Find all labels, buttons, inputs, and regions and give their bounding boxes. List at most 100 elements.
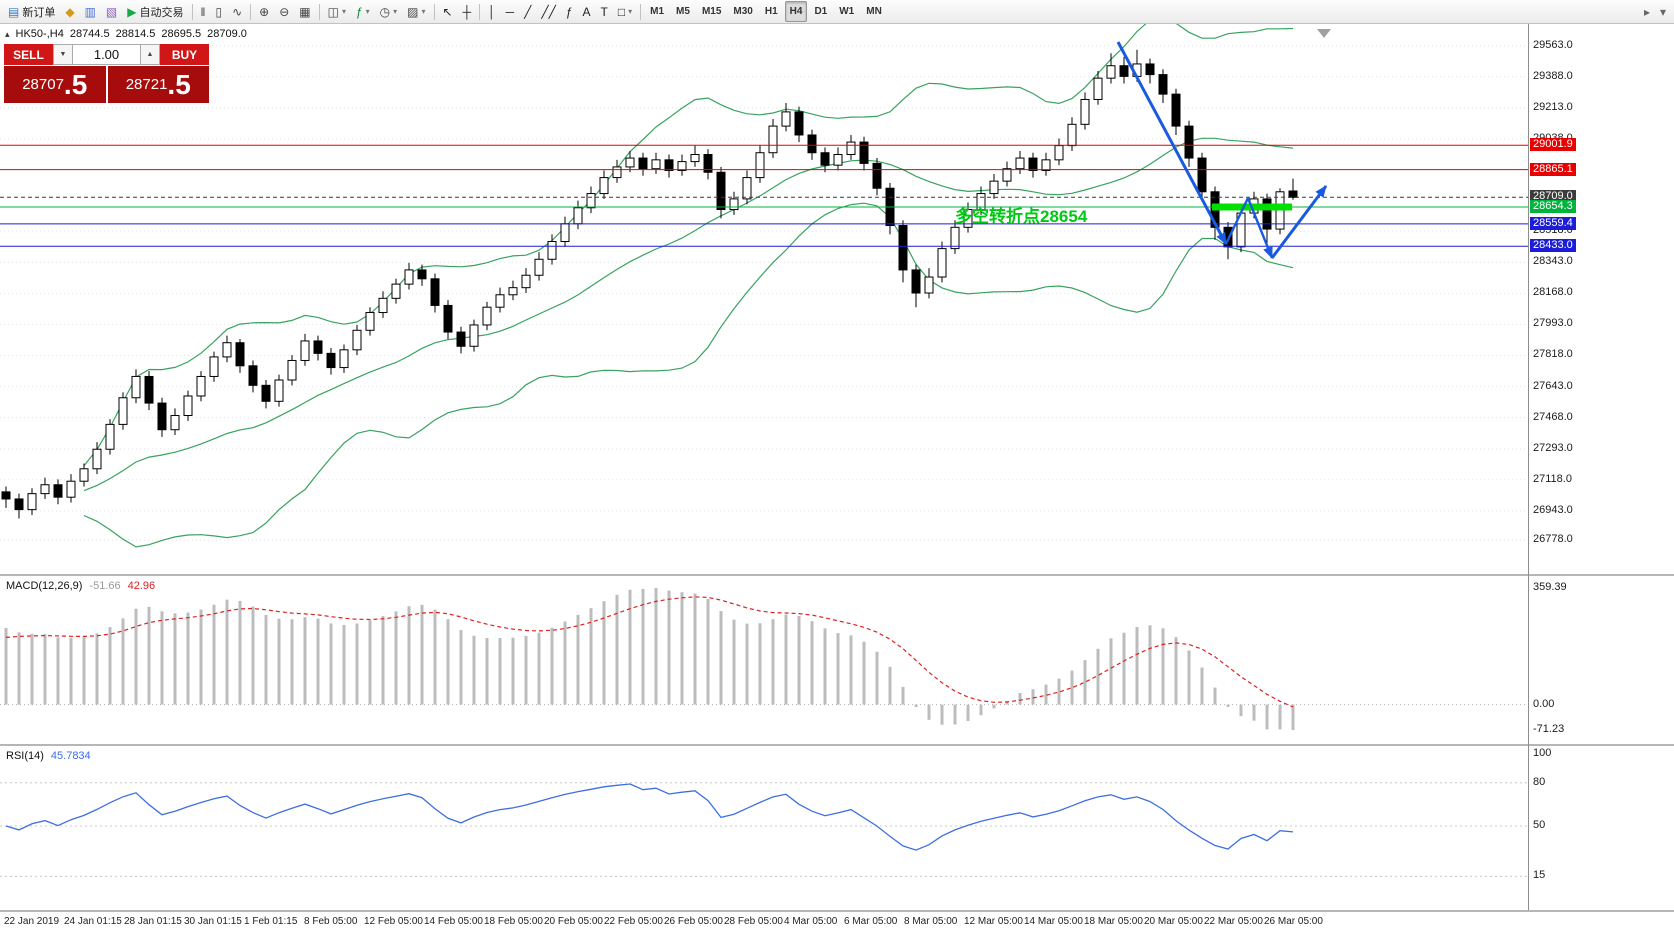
vertical-line-button[interactable]: │ [484,1,500,22]
navigator-button[interactable]: ▧ [102,1,121,22]
timeframe-m30-button[interactable]: M30 [733,6,753,17]
tile-windows-button[interactable]: ▦ [295,1,314,22]
ohlc-high: 28814.5 [115,28,156,40]
toolbar: ▤ 新订单 ◆ ▥ ▧ ▶ 自动交易 ‖ ▯ ∿ ⊕ ⊖ ▦ ◫ ▾ ƒ ▾ ◷ ▾ ▨ ▾ ↖ ┼ │ ─ ╱ ╱╱ ƒ A T □ ▾ M1… [0,0,1674,24]
price-axis-label: 27643.0 [1533,379,1573,392]
label-button[interactable]: T [597,1,612,22]
timeframe-m5-button[interactable]: M5 [676,6,690,17]
price-tag: 28433.0 [1530,239,1576,253]
rsi-panel-canvas[interactable] [0,746,1528,910]
autotrading-button[interactable]: ▶ 自动交易 [127,4,184,19]
sell-button[interactable]: SELL [4,44,53,65]
time-axis-label: 22 Mar 05:00 [1204,916,1263,927]
tile-windows-icon: ▦ [299,4,311,19]
rsi-line [5,783,1294,851]
bar-chart-button[interactable]: ‖ [197,1,210,22]
zoom-out-button[interactable]: ⊖ [275,1,293,22]
panel-separator[interactable] [0,574,1674,576]
shapes-button[interactable]: □ ▾ [614,1,636,22]
time-axis-label: 18 Mar 05:00 [1084,916,1143,927]
candlestick-chart-button[interactable]: ▯ [211,1,226,22]
zoom-in-button[interactable]: ⊕ [255,1,273,22]
bollinger-upper-band [83,24,1294,467]
spinner-up-icon: ▲ [146,51,154,58]
panel-separator[interactable] [0,910,1674,912]
volume-decrease-button[interactable]: ▼ [53,44,73,65]
auto-arrange-button[interactable]: ◫ ▾ [324,1,350,22]
macd-axis: 359.39 0.00 -71.23 [1529,576,1674,744]
rsi-axis-label: 50 [1533,819,1546,831]
trend-arrow[interactable] [1116,41,1228,245]
market-watch-button[interactable]: ◆ [61,1,78,22]
trend-arrow[interactable] [1246,197,1274,259]
chart-shift-marker[interactable] [1317,29,1331,38]
panel-separator[interactable] [0,744,1674,746]
timeframe-h1-button[interactable]: H1 [764,6,778,17]
macd-axis-label: -71.23 [1533,723,1565,735]
time-axis-label: 28 Feb 05:00 [724,916,783,927]
macd-histogram [4,588,1295,730]
line-chart-button[interactable]: ∿ [228,1,246,22]
indicators-button[interactable]: ƒ ▾ [352,1,374,22]
main-chart-canvas[interactable]: 多空转折点28654 [0,24,1528,574]
cursor-button[interactable]: ↖ [439,1,457,22]
new-order-button[interactable]: ▤ 新订单 [8,4,56,19]
time-axis-label: 26 Feb 05:00 [664,916,723,927]
toolbar-options-button[interactable]: ▾ [1656,1,1670,22]
axis-divider [1528,24,1529,910]
play-icon: ▶ [127,4,137,19]
rsi-value: 45.7834 [50,750,91,762]
crosshair-button[interactable]: ┼ [459,1,476,22]
caret-down-icon: ▾ [341,7,346,16]
price-axis-label: 27818.0 [1533,348,1573,361]
price-axis[interactable]: 29563.029388.029213.029038.028518.028343… [1529,24,1674,574]
time-axis-label: 20 Mar 05:00 [1144,916,1203,927]
volume-input[interactable]: 1.00 [73,44,140,65]
navigator-icon: ▧ [105,4,118,19]
periods-button[interactable]: ◷ ▾ [376,1,402,22]
vertical-line-icon: │ [488,4,496,19]
candlestick-icon: ▯ [215,4,223,19]
time-axis-label: 12 Mar 05:00 [964,916,1023,927]
channel-button[interactable]: ╱╱ [537,1,559,22]
timeframe-w1-button[interactable]: W1 [839,6,855,17]
time-axis-label: 8 Feb 05:00 [304,916,358,927]
one-click-collapse-toggle[interactable]: ▴ [5,28,10,39]
buy-price-display[interactable]: 28721.5 [107,66,209,103]
macd-value: -51.66 [89,580,121,592]
trend-arrow[interactable] [1224,197,1250,245]
trendline-button[interactable]: ╱ [520,1,535,22]
volume-increase-button[interactable]: ▲ [140,44,160,65]
rsi-indicator-label: RSI(14) 45.7834 [6,750,91,762]
channel-icon: ╱╱ [541,4,556,19]
symbol-period-label: HK50-,H4 [15,28,64,40]
chart-forward-button[interactable]: ▸ [1640,1,1654,22]
time-axis-label: 28 Jan 01:15 [124,916,182,927]
sell-price-display[interactable]: 28707.5 [4,66,106,103]
timeframe-h4-button[interactable]: H4 [784,1,808,22]
price-tag: 28559.4 [1530,216,1576,230]
timeframe-d1-button[interactable]: D1 [814,6,828,17]
macd-panel-canvas[interactable] [0,576,1528,744]
timeframe-m15-button[interactable]: M15 [701,6,722,17]
time-axis-label: 6 Mar 05:00 [844,916,898,927]
trend-arrow[interactable] [1270,185,1328,259]
data-window-button[interactable]: ▥ [81,1,100,22]
time-axis-label: 22 Jan 2019 [4,916,60,927]
horizontal-line-button[interactable]: ─ [502,1,519,22]
fibonacci-button[interactable]: ƒ [562,1,577,22]
one-click-trading-panel: SELL ▼ 1.00 ▲ BUY 28707.5 28721.5 [4,44,209,103]
timeframe-mn-button[interactable]: MN [866,6,882,17]
rsi-name: RSI(14) [6,750,44,762]
macd-name: MACD(12,26,9) [6,580,83,592]
text-button[interactable]: A [579,1,595,22]
new-order-icon: ▤ [8,4,20,19]
annotation-text[interactable]: 多空转折点28654 [955,206,1088,226]
buy-button[interactable]: BUY [160,44,209,65]
time-axis[interactable]: 22 Jan 2019 24 Jan 01:15 28 Jan 01:15 30 Ja… [0,912,1674,948]
add-indicator-icon: ƒ [355,4,363,19]
price-axis-label: 28168.0 [1533,286,1573,299]
timeframe-m1-button[interactable]: M1 [650,6,665,17]
templates-button[interactable]: ▨ ▾ [403,1,429,22]
